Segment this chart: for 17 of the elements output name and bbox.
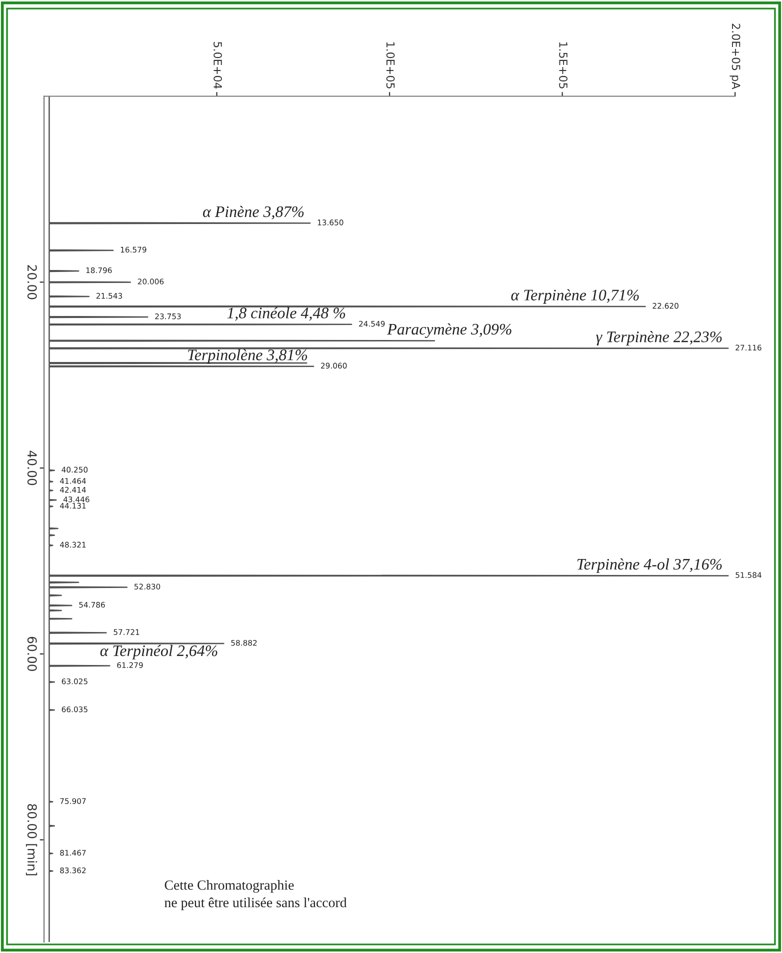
annotation: 1,8 cinéole 4,48 % <box>227 307 346 321</box>
x-tick-label: 1.5E+05 <box>559 42 568 88</box>
x-tick-label: 5.0E+04 <box>214 42 222 89</box>
y-tick-label: 60.00 <box>27 636 37 671</box>
annotation: γ Terpinène 22,23% <box>596 331 722 346</box>
y-tick-label: 80.00 [min] <box>26 804 38 876</box>
annotation: Terpinène 4-ol 37,16% <box>577 558 722 573</box>
annotation: Cette Chromatographie ne peut être utilisée sans l'accord <box>164 880 347 910</box>
x-tick-label: 1.0E+05 <box>386 42 395 88</box>
annotation: α Terpinéol 2,64% <box>100 644 218 660</box>
annotation: α Pinène 3,87% <box>203 206 304 220</box>
y-tick-label: 40.00 <box>27 450 37 486</box>
y-tick-label: 20.00 <box>27 265 37 300</box>
annotation: α Terpinène 10,71% <box>511 289 639 304</box>
annotation: Terpinolène 3,81% <box>188 349 308 364</box>
x-tick-label: 2.0E+05 pA <box>730 24 740 90</box>
annotation: Paracymène 3,09% <box>387 323 512 338</box>
